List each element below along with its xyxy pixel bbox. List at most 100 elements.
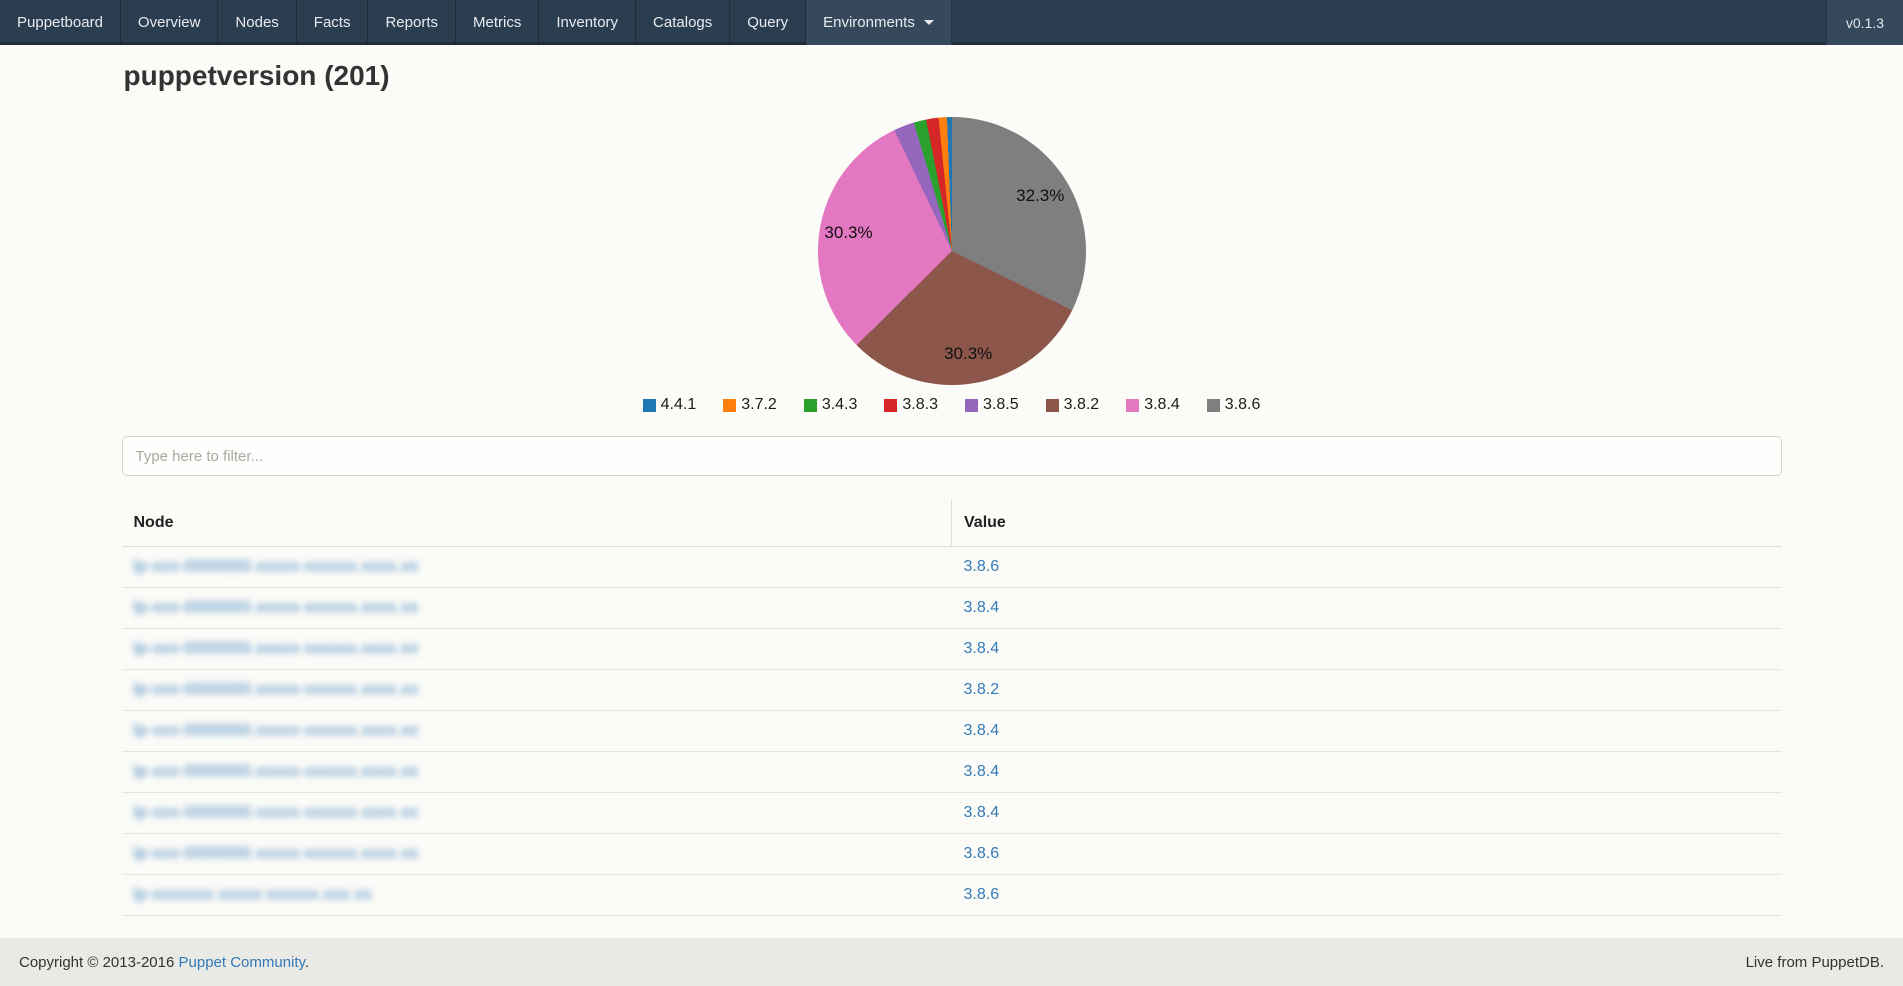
value-link[interactable]: 3.8.6 (963, 886, 1000, 903)
node-cell: lp-xxx-0000000.xxxxx-xxxxxx.xxxx.xx (121, 710, 952, 752)
live-from-puppetdb-text: Live from PuppetDB. (1745, 953, 1884, 971)
legend-label: 3.8.4 (1144, 396, 1180, 413)
copyright-prefix: Copyright © 2013-2016 (19, 953, 179, 971)
value-cell: 3.8.4 (951, 710, 1782, 752)
node-cell: lp-xxx-0000000.xxxxx-xxxxxx.xxxx.xx (121, 587, 952, 629)
chevron-down-icon (923, 20, 934, 25)
node-link[interactable]: lp-xxx-0000000.xxxxx-xxxxxx.xxxx.xx (133, 722, 419, 739)
legend-item: 3.8.2 (1045, 396, 1100, 414)
node-link[interactable]: lp-xxx-0000000.xxxxx-xxxxxx.xxxx.xx (133, 558, 419, 575)
column-header-node[interactable]: Node (121, 500, 952, 547)
nav-item-reports[interactable]: Reports (368, 0, 456, 45)
copyright-text: Copyright © 2013-2016 Puppet Community. (19, 954, 309, 971)
value-cell: 3.8.4 (951, 751, 1782, 793)
value-link[interactable]: 3.8.4 (963, 599, 1000, 616)
nav-brand-puppetboard[interactable]: Puppetboard (0, 0, 121, 45)
node-link[interactable]: lp-xxxxxxx.xxxxx-xxxxxx.xxx.xx (133, 886, 372, 903)
footer: Copyright © 2013-2016 Puppet Community. … (0, 938, 1903, 986)
nav-item-catalogs[interactable]: Catalogs (636, 0, 731, 45)
value-cell: 3.8.6 (951, 833, 1782, 875)
legend-label: 4.4.1 (660, 396, 697, 413)
node-cell: lp-xxx-0000000.xxxxx-xxxxxx.xxxx.xx (121, 628, 952, 670)
filter-input[interactable] (121, 436, 1782, 476)
column-header-value[interactable]: Value (951, 500, 1782, 547)
legend-item: 3.8.5 (965, 396, 1019, 414)
node-link[interactable]: lp-xxx-0000000.xxxxx-xxxxxx.xxxx.xx (133, 763, 419, 780)
pie-chart: 32.3% 30.3% 30.3% (817, 117, 1086, 385)
node-link[interactable]: lp-xxx-0000000.xxxxx-xxxxxx.xxxx.xx (133, 599, 419, 616)
value-cell: 3.8.4 (951, 628, 1782, 670)
puppet-community-link[interactable]: Puppet Community (178, 953, 305, 971)
nav-item-inventory[interactable]: Inventory (539, 0, 637, 45)
legend-swatch-icon (642, 398, 656, 412)
table-row: lp-xxx-0000000.xxxxx-xxxxxx.xxxx.xx 3.8.4 (121, 710, 1782, 752)
node-cell: lp-xxx-0000000.xxxxx-xxxxxx.xxxx.xx (121, 669, 952, 711)
table-row: lp-xxx-0000000.xxxxx-xxxxxx.xxxx.xx 3.8.6 (121, 833, 1782, 875)
value-cell: 3.8.4 (951, 792, 1782, 834)
nav-item-overview[interactable]: Overview (121, 0, 219, 45)
navbar-spacer (952, 0, 1826, 45)
pie-percent-label: 30.3% (824, 223, 873, 243)
legend-label: 3.7.2 (741, 396, 777, 413)
main-container: puppetversion (201) 32.3% 30.3% 30.3% 4.4.… (121, 59, 1782, 916)
value-cell: 3.8.6 (951, 874, 1782, 916)
legend-swatch-icon (884, 398, 898, 412)
table-row: lp-xxx-0000000.xxxxx-xxxxxx.xxxx.xx 3.8.4 (121, 587, 1782, 629)
legend-swatch-icon (723, 398, 737, 412)
node-link[interactable]: lp-xxx-0000000.xxxxx-xxxxxx.xxxx.xx (133, 804, 419, 821)
node-cell: lp-xxx-0000000.xxxxx-xxxxxx.xxxx.xx (121, 751, 952, 793)
pie-chart-section: 32.3% 30.3% 30.3% 4.4.1 3.7.2 3.4.3 3.8.3 3.8.… (122, 117, 1782, 414)
value-link[interactable]: 3.8.4 (963, 640, 1000, 657)
node-cell: lp-xxxxxxx.xxxxx-xxxxxx.xxx.xx (121, 874, 952, 916)
value-link[interactable]: 3.8.6 (963, 558, 1000, 575)
pie-percent-label: 30.3% (944, 344, 993, 364)
table-row: lp-xxx-0000000.xxxxx-xxxxxx.xxxx.xx 3.8.4 (121, 751, 1782, 793)
value-link[interactable]: 3.8.4 (963, 804, 1000, 821)
nav-dropdown-environments-label: Environments (823, 14, 915, 31)
legend-label: 3.8.5 (983, 396, 1019, 413)
version-label: v0.1.3 (1825, 0, 1903, 45)
legend-label: 3.4.3 (821, 396, 858, 413)
legend-swatch-icon (965, 398, 978, 412)
table-row: lp-xxx-0000000.xxxxx-xxxxxx.xxxx.xx 3.8.6 (121, 546, 1782, 588)
copyright-suffix: . (304, 953, 310, 971)
legend-swatch-icon (1206, 398, 1220, 412)
legend-label: 3.8.3 (902, 396, 938, 413)
legend-swatch-icon (1126, 398, 1140, 412)
legend-label: 3.8.2 (1063, 396, 1100, 413)
node-cell: lp-xxx-0000000.xxxxx-xxxxxx.xxxx.xx (121, 792, 952, 834)
value-link[interactable]: 3.8.6 (963, 845, 1000, 862)
node-cell: lp-xxx-0000000.xxxxx-xxxxxx.xxxx.xx (121, 546, 952, 588)
value-link[interactable]: 3.8.4 (963, 722, 1000, 739)
nav-item-nodes[interactable]: Nodes (218, 0, 297, 45)
node-link[interactable]: lp-xxx-0000000.xxxxx-xxxxxx.xxxx.xx (133, 640, 419, 657)
table-row: lp-xxx-0000000.xxxxx-xxxxxx.xxxx.xx 3.8.4 (121, 792, 1782, 834)
node-link[interactable]: lp-xxx-0000000.xxxxx-xxxxxx.xxxx.xx (133, 681, 419, 698)
node-cell: lp-xxx-0000000.xxxxx-xxxxxx.xxxx.xx (121, 833, 952, 875)
value-link[interactable]: 3.8.2 (963, 681, 1000, 698)
table-row: lp-xxxxxxx.xxxxx-xxxxxx.xxx.xx 3.8.6 (121, 874, 1782, 916)
legend-item: 3.8.6 (1206, 396, 1261, 414)
legend-item: 4.4.1 (642, 396, 697, 414)
nav-item-facts[interactable]: Facts (297, 0, 369, 45)
node-link[interactable]: lp-xxx-0000000.xxxxx-xxxxxx.xxxx.xx (133, 845, 419, 862)
chart-legend: 4.4.1 3.7.2 3.4.3 3.8.3 3.8.5 3.8.2 3.8.4 3.8.6 (642, 396, 1261, 414)
filter-section (121, 436, 1782, 476)
table-header-row: Node Value (121, 500, 1782, 547)
table-row: lp-xxx-0000000.xxxxx-xxxxxx.xxxx.xx 3.8.4 (121, 628, 1782, 670)
legend-item: 3.8.3 (884, 396, 938, 414)
fact-table: Node Value lp-xxx-0000000.xxxxx-xxxxxx.x… (121, 500, 1782, 916)
value-cell: 3.8.6 (951, 546, 1782, 588)
navbar: Puppetboard Overview Nodes Facts Reports… (0, 0, 1903, 45)
page-title: puppetversion (201) (123, 60, 390, 91)
nav-item-query[interactable]: Query (730, 0, 807, 45)
value-cell: 3.8.2 (951, 669, 1782, 711)
legend-swatch-icon (803, 398, 817, 412)
nav-item-metrics[interactable]: Metrics (456, 0, 540, 45)
table-row: lp-xxx-0000000.xxxxx-xxxxxx.xxxx.xx 3.8.2 (121, 669, 1782, 711)
nav-dropdown-environments[interactable]: Environments (806, 0, 952, 45)
legend-item: 3.8.4 (1126, 396, 1180, 414)
value-link[interactable]: 3.8.4 (963, 763, 1000, 780)
pie-percent-label: 32.3% (1016, 185, 1065, 205)
legend-label: 3.8.6 (1224, 396, 1261, 413)
